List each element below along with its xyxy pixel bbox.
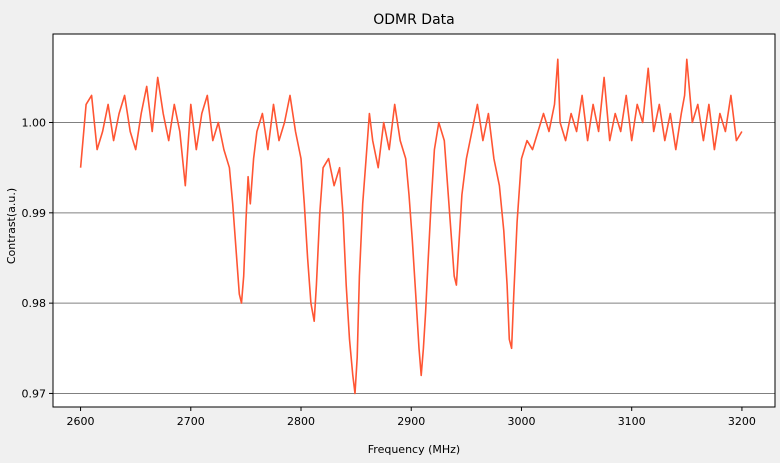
x-tick-label: 2800 [287,415,315,428]
y-tick-label: 0.98 [22,297,47,310]
series-layer [79,58,743,395]
series-line-0 [79,58,743,395]
y-tick-label: 1.00 [22,117,47,130]
x-tick-label: 3000 [507,415,535,428]
chart-title: ODMR Data [373,12,454,28]
x-tick-label: 3100 [618,415,646,428]
axis-ticks: 0.97 0.98 0.99 1.00 2600 2700 2800 2900 3000 3100… [22,117,756,428]
y-tick-label: 0.99 [22,207,47,220]
plot-frame [52,33,776,408]
y-tick-label: 0.97 [22,387,47,400]
x-tick-label: 2700 [177,415,205,428]
x-axis-title: Frequency (MHz) [368,443,460,456]
x-tick-label: 2600 [67,415,95,428]
plot-area [53,34,775,407]
x-tick-label: 2900 [397,415,425,428]
grid-lines [53,122,775,394]
x-tick-label: 3200 [728,415,756,428]
y-axis-title: Contrast(a.u.) [5,188,18,264]
